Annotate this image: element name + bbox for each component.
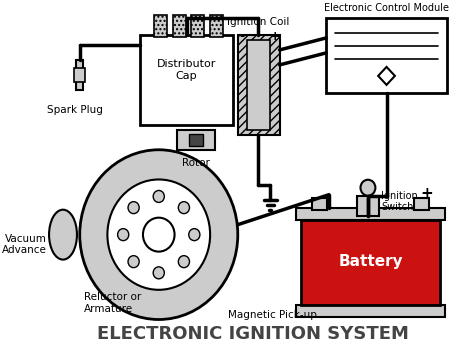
Text: Battery: Battery — [338, 254, 403, 269]
Circle shape — [360, 180, 376, 196]
Bar — [191, 15, 204, 37]
Bar — [312, 198, 327, 210]
Text: Electronic Control Module: Electronic Control Module — [324, 3, 449, 13]
Bar — [140, 35, 233, 125]
Bar — [414, 198, 429, 210]
Text: Spark Plug: Spark Plug — [47, 105, 103, 115]
Text: Ignition Coil: Ignition Coil — [227, 17, 289, 27]
Bar — [74, 68, 85, 82]
Bar — [76, 60, 83, 90]
Circle shape — [143, 218, 175, 252]
Text: Rotor: Rotor — [182, 158, 210, 168]
Bar — [297, 208, 445, 220]
Text: Reluctor or
Armature: Reluctor or Armature — [84, 292, 141, 314]
Bar — [238, 35, 280, 135]
Text: Ignition
Switch: Ignition Switch — [381, 191, 418, 212]
Circle shape — [178, 256, 190, 268]
Bar — [301, 220, 440, 304]
Bar — [297, 304, 445, 317]
Bar — [154, 15, 167, 37]
Text: Magnetic Pick-up: Magnetic Pick-up — [228, 310, 317, 319]
Circle shape — [178, 202, 190, 213]
Text: -: - — [240, 30, 245, 44]
Bar — [357, 196, 379, 216]
Circle shape — [153, 267, 164, 279]
Text: ELECTRONIC IGNITION SYSTEM: ELECTRONIC IGNITION SYSTEM — [96, 326, 409, 344]
Circle shape — [128, 202, 139, 213]
Bar — [173, 15, 186, 37]
Text: +: + — [270, 30, 280, 44]
Bar — [326, 18, 447, 93]
Bar — [177, 130, 215, 150]
Bar — [247, 40, 271, 130]
Text: Vacuum
Advance: Vacuum Advance — [2, 234, 47, 255]
Circle shape — [80, 150, 238, 319]
Circle shape — [107, 180, 210, 290]
Bar — [189, 134, 203, 146]
Ellipse shape — [49, 210, 77, 260]
Circle shape — [128, 256, 139, 268]
Text: +: + — [420, 186, 433, 201]
Bar — [210, 15, 223, 37]
Circle shape — [189, 229, 200, 240]
Circle shape — [153, 190, 164, 202]
Polygon shape — [378, 67, 395, 85]
Text: Distributor
Cap: Distributor Cap — [157, 59, 216, 81]
Circle shape — [118, 229, 129, 240]
